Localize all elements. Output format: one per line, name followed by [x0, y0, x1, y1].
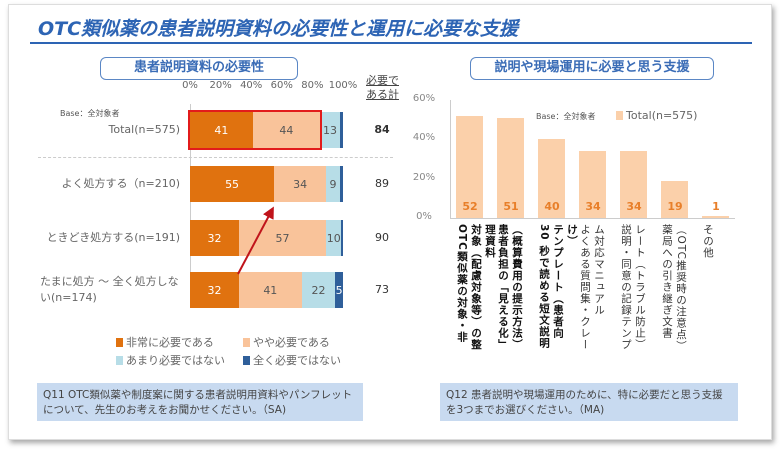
- y-tick-label: 0%: [416, 211, 432, 222]
- bar-segment: 5: [335, 272, 343, 308]
- stacked-bar: 32 41 22 5: [190, 272, 343, 308]
- legend-very: 非常に必要である: [116, 334, 214, 350]
- y-tick-label: 40%: [412, 132, 436, 144]
- left-heading: 患者説明資料の必要性: [100, 57, 298, 80]
- row-total: 73: [375, 283, 389, 296]
- bar-segment: 41: [238, 272, 302, 308]
- bar-value-label: 51: [503, 200, 519, 213]
- category-label: 30 秒で読める短文説明テンプレート（患者向け）: [538, 224, 578, 349]
- divider: [38, 157, 393, 158]
- bar: [579, 151, 606, 218]
- bar-segment: 34: [274, 166, 327, 202]
- bar-value-label: 52: [462, 200, 478, 213]
- arrow: [237, 206, 274, 275]
- slide: [8, 4, 772, 440]
- bar: [497, 117, 524, 218]
- x-tick-label: 100%: [328, 80, 358, 91]
- x-tick-label: 0%: [182, 80, 198, 91]
- x-tick-label: 20%: [209, 80, 232, 91]
- left-axis-line: [190, 104, 191, 306]
- category-label: その他: [702, 224, 714, 259]
- bar-segment: 55: [190, 166, 275, 202]
- right-legend: Total(n=575): [616, 109, 697, 122]
- legend-label: やや必要である: [253, 336, 330, 349]
- bar-segment: 57: [238, 220, 327, 256]
- legend-label: 非常に必要である: [126, 336, 214, 349]
- right-base-note: Base：全対象者: [536, 112, 596, 121]
- bar-segment: 41: [190, 112, 253, 148]
- legend-swatch: [116, 355, 123, 365]
- bar-value-label: 40: [544, 200, 560, 213]
- y-tick-label: 20%: [412, 171, 436, 183]
- stacked-bar: 55 34 9: [190, 166, 343, 202]
- bar-segment: 13: [320, 112, 340, 148]
- bar-segment: 32: [190, 272, 239, 308]
- bar-segment: 22: [301, 272, 336, 308]
- question-q11: Q11 OTC類似薬や制度案に関する患者説明用資料やパンフレットについて、先生の…: [37, 383, 363, 421]
- stacked-bar: 41 44 13: [188, 110, 343, 150]
- legend-swatch: [116, 337, 123, 347]
- bar: [661, 180, 688, 218]
- bar-segment: 44: [252, 112, 321, 148]
- bar-value-label: 19: [667, 200, 683, 213]
- row-label: たまに処方 ～ 全く処方しない(n=174): [40, 275, 179, 304]
- y-tick-label: 60%: [412, 93, 436, 104]
- row-label: ときどき処方する(n=191): [46, 231, 180, 244]
- bar-value-label: 34: [626, 200, 642, 213]
- legend-notmuch: あまり必要ではない: [116, 352, 225, 368]
- bar-segment: 9: [326, 166, 340, 202]
- legend-label: 全く必要ではない: [253, 354, 341, 367]
- question-q12: Q12 患者説明や現場運用のために、特に必要だと思う支援を3つまでお選びください…: [440, 383, 738, 421]
- category-label: 説明・同意の記録テンプレート（トラブル防止）: [620, 224, 646, 351]
- bar-segment: [339, 166, 343, 202]
- title-rule: [30, 42, 752, 44]
- category-label: OTC類似薬の対象・非対象（配慮対象等）の整理資料: [456, 224, 496, 351]
- total-header: 必要である計: [366, 74, 399, 101]
- bar: [620, 151, 647, 218]
- right-heading: 説明や現場運用に必要と思う支援: [470, 57, 714, 80]
- y-axis: [450, 100, 451, 218]
- bar: [702, 216, 729, 218]
- x-tick-label: 60%: [270, 80, 293, 91]
- x-tick-label: 40%: [240, 80, 263, 91]
- category-label: 患者負担の「見える化」（概算費用の提示方法）: [497, 224, 523, 351]
- row-total: 90: [375, 231, 389, 244]
- legend-some: やや必要である: [243, 334, 330, 350]
- legend-swatch: [243, 337, 250, 347]
- category-label: 薬局への引き継ぎ文書（OTC推奨時の注意点）: [661, 224, 687, 352]
- bar: [538, 139, 565, 218]
- legend-swatch: [243, 355, 250, 365]
- row-total: 89: [375, 177, 389, 190]
- bar-segment: [339, 112, 343, 148]
- x-axis: [450, 218, 735, 219]
- left-base-note: Base：全対象者: [60, 109, 120, 118]
- bar: [456, 115, 483, 218]
- legend-swatch: [616, 111, 623, 120]
- legend-none: 全く必要ではない: [243, 352, 341, 368]
- row-label: Total(n=575): [108, 123, 180, 136]
- row-total: 84: [374, 123, 390, 136]
- slide-title: OTC類似薬の患者説明資料の必要性と運用に必要な支援: [38, 18, 519, 40]
- x-tick-label: 80%: [301, 80, 324, 91]
- bar-segment: [341, 220, 343, 256]
- stacked-bar: 32 57 10: [190, 220, 343, 256]
- bar-value-label: 34: [585, 200, 601, 213]
- bar-segment: 10: [326, 220, 342, 256]
- legend-label: Total(n=575): [626, 109, 698, 122]
- highlight-box: [188, 110, 323, 150]
- category-label: よくある質問集・クレーム対応マニュアル: [579, 224, 605, 351]
- legend-label: あまり必要ではない: [126, 354, 225, 367]
- row-label: よく処方する（n=210): [61, 177, 180, 190]
- bar-value-label: 1: [712, 200, 720, 213]
- bar-segment: 32: [190, 220, 239, 256]
